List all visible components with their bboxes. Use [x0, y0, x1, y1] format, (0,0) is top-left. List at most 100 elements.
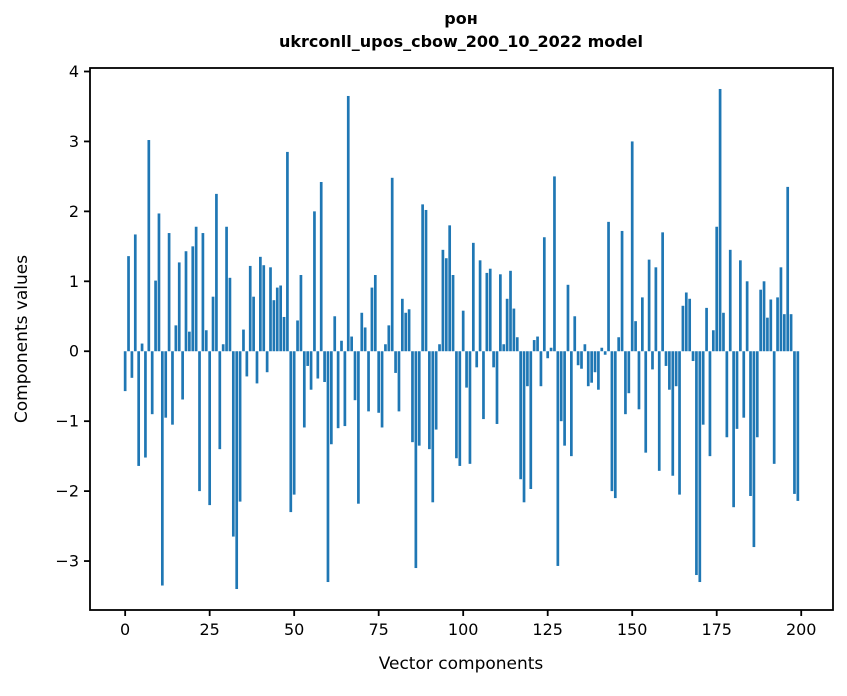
bar	[333, 316, 337, 352]
bar	[340, 340, 343, 352]
y-tick-label: 0	[69, 342, 79, 361]
bar	[265, 351, 269, 373]
bar	[657, 351, 661, 471]
bar	[279, 285, 282, 352]
bar	[681, 305, 685, 352]
bar	[647, 259, 651, 352]
bar	[515, 337, 519, 352]
bar	[140, 343, 144, 352]
bar	[221, 344, 225, 352]
bar	[363, 327, 367, 352]
bar	[269, 267, 272, 352]
bar	[231, 351, 235, 537]
bar	[137, 351, 141, 466]
x-tick-label: 100	[448, 620, 479, 639]
bar	[461, 310, 465, 352]
bar	[563, 351, 566, 446]
bar	[154, 280, 157, 352]
bar	[495, 351, 499, 424]
x-tick-label: 150	[617, 620, 648, 639]
bar	[309, 351, 313, 390]
bar	[684, 292, 688, 352]
bar	[286, 151, 289, 352]
bar	[171, 351, 174, 425]
bar	[167, 233, 171, 352]
bar	[715, 226, 719, 352]
bar	[313, 211, 316, 352]
bar	[580, 351, 583, 369]
bar	[519, 351, 522, 480]
bar	[668, 351, 671, 390]
bar	[536, 336, 539, 352]
bar	[762, 281, 766, 352]
bar	[468, 351, 472, 464]
bar	[353, 351, 357, 401]
bar	[745, 281, 749, 352]
bar	[664, 351, 668, 366]
bar	[164, 351, 168, 418]
bar	[370, 287, 374, 352]
bar	[289, 351, 293, 513]
bar	[549, 347, 553, 352]
bar	[215, 193, 218, 352]
bar	[424, 209, 428, 352]
bar	[603, 351, 607, 355]
bar	[526, 351, 529, 387]
bar	[512, 308, 516, 352]
bar	[573, 316, 577, 352]
bar	[600, 347, 604, 352]
x-tick-label: 175	[701, 620, 732, 639]
bar	[458, 351, 462, 466]
bar	[546, 351, 550, 359]
bar	[431, 351, 435, 503]
bar	[759, 289, 763, 352]
bar	[722, 312, 725, 352]
bar	[157, 213, 161, 352]
bar	[248, 265, 252, 352]
bar	[201, 233, 205, 352]
y-tick-label: 3	[69, 132, 79, 151]
bar	[357, 351, 360, 504]
bar	[411, 351, 414, 443]
bar	[475, 351, 479, 368]
bar	[695, 351, 698, 576]
bar	[718, 88, 722, 352]
bar	[698, 351, 702, 583]
bar	[434, 351, 438, 430]
bar	[624, 351, 627, 415]
bar	[769, 299, 773, 352]
bar	[708, 351, 712, 457]
bar	[539, 351, 543, 387]
bars-group	[123, 88, 800, 590]
bar	[644, 351, 648, 453]
bar	[245, 351, 249, 377]
y-tick-label: 4	[69, 62, 79, 81]
plot-area	[89, 67, 834, 611]
bar	[796, 351, 800, 501]
bar	[789, 314, 793, 352]
bar	[576, 351, 580, 366]
bar	[776, 297, 779, 352]
bar	[471, 242, 475, 352]
bar	[739, 260, 742, 352]
bar	[607, 221, 610, 352]
bar	[728, 249, 732, 352]
bar	[532, 340, 536, 352]
bar	[123, 351, 127, 392]
bar	[779, 267, 783, 352]
bar	[637, 351, 641, 410]
bar	[319, 181, 323, 352]
bar	[147, 140, 151, 352]
bar	[397, 351, 401, 412]
bar	[218, 351, 222, 450]
bar	[688, 298, 692, 352]
bar	[242, 329, 245, 352]
bar	[160, 351, 164, 586]
bar	[302, 351, 306, 428]
bar	[299, 275, 303, 352]
y-tick-label: −3	[55, 552, 79, 571]
y-axis-label: Components values	[12, 255, 32, 423]
bar	[613, 351, 617, 499]
